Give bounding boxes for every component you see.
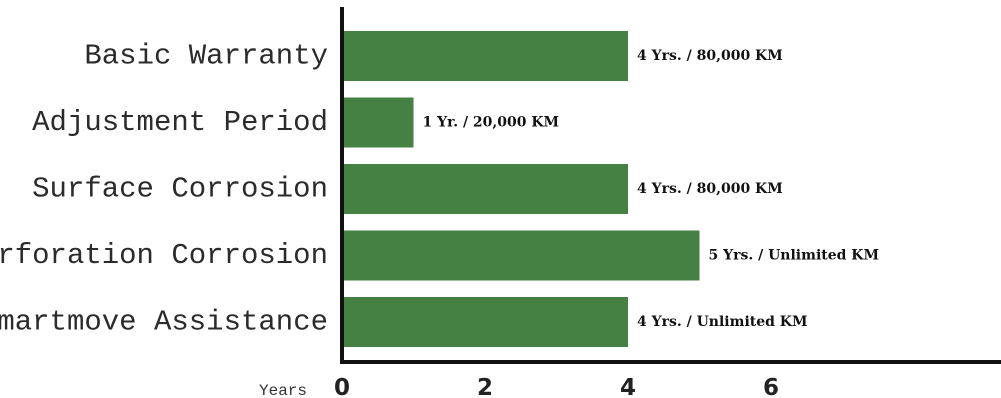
x-tick-label: 0 [334,375,350,398]
category-label: Surface Corrosion [32,173,328,206]
category-label: Adjustment Period [32,106,328,139]
data-label: 5 Yrs. / Unlimited KM [709,248,879,264]
bar [342,31,628,81]
data-label: 1 Yr. / 20,000 KM [423,115,560,131]
x-tick-label: 4 [620,375,636,398]
bar [342,164,628,214]
x-axis-title: Years [259,382,307,398]
category-label: smartmove Assistance [0,306,328,339]
category-label: Basic Warranty [84,40,328,73]
category-label: Perforation Corrosion [0,239,328,272]
bar [342,297,628,347]
data-label: 4 Yrs. / Unlimited KM [637,314,807,330]
x-tick-label: 2 [477,375,493,398]
bar [342,97,414,148]
x-tick-label: 6 [763,375,779,398]
bar [342,230,700,281]
data-label: 4 Yrs. / 80,000 KM [637,48,783,64]
data-label: 4 Yrs. / 80,000 KM [637,181,783,197]
